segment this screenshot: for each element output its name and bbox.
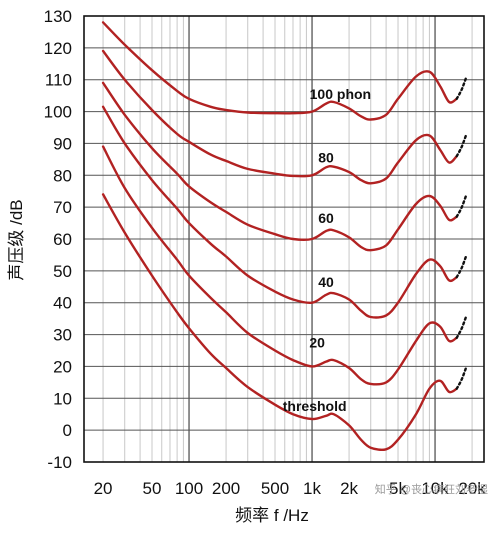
plot-frame <box>83 15 485 463</box>
x-tick-label: 20 <box>94 479 113 498</box>
dotted-tail-1 <box>455 75 468 100</box>
series-label: 100 phon <box>310 86 371 102</box>
x-tick-label: 5k <box>389 479 407 498</box>
series-line-4 <box>101 105 458 319</box>
x-tick-label: 200 <box>212 479 240 498</box>
y-tick-label: 110 <box>45 71 72 90</box>
y-tick-label: 100 <box>44 103 72 122</box>
y-axis-title: 声压级 /dB <box>7 199 26 280</box>
series-label: threshold <box>283 398 347 414</box>
y-tick-label: 120 <box>44 39 72 58</box>
y-tick-label: 40 <box>53 294 72 313</box>
dotted-tail-5 <box>455 314 468 339</box>
series-label: 80 <box>318 150 334 166</box>
x-tick-label: 50 <box>143 479 162 498</box>
y-tick-label: 90 <box>53 134 72 153</box>
series-line-3 <box>101 81 458 252</box>
y-tick-label: 20 <box>53 357 72 376</box>
y-tick-label: 70 <box>53 198 72 217</box>
dotted-tail-6 <box>455 365 468 390</box>
series-line-2 <box>101 49 458 185</box>
series-label: 60 <box>318 210 334 226</box>
series-line-5 <box>101 145 458 386</box>
series-line-6 <box>101 193 458 452</box>
series-layer <box>101 21 468 452</box>
series-label: 40 <box>318 274 334 290</box>
x-tick-label: 20k <box>458 479 486 498</box>
y-tick-label: 80 <box>53 166 72 185</box>
x-tick-label: 500 <box>261 479 289 498</box>
dotted-tail-3 <box>455 193 468 218</box>
x-tick-label: 10k <box>421 479 449 498</box>
y-tick-label: 10 <box>53 389 72 408</box>
y-tick-label: 130 <box>44 7 72 26</box>
dotted-tail-4 <box>455 253 468 279</box>
y-tick-label: 0 <box>63 421 72 440</box>
x-tick-label: 100 <box>175 479 203 498</box>
x-tick-label: 1k <box>303 479 321 498</box>
y-tick-label: 30 <box>53 326 72 345</box>
y-tick-label: 50 <box>53 262 72 281</box>
watermark-text: 知乎 @丧心病狂刘老湿 <box>375 482 488 496</box>
series-label: 20 <box>309 334 325 350</box>
dotted-tail-2 <box>455 132 468 158</box>
y-tick-label: 60 <box>53 230 72 249</box>
x-axis-title: 频率 f /Hz <box>235 506 309 525</box>
label-layer: 100 phon 80 60 40 20 threshold <box>283 86 371 414</box>
grid-layer <box>84 15 484 463</box>
y-tick-label: -10 <box>47 453 72 472</box>
series-line-1 <box>101 21 458 121</box>
x-tick-label: 2k <box>340 479 358 498</box>
